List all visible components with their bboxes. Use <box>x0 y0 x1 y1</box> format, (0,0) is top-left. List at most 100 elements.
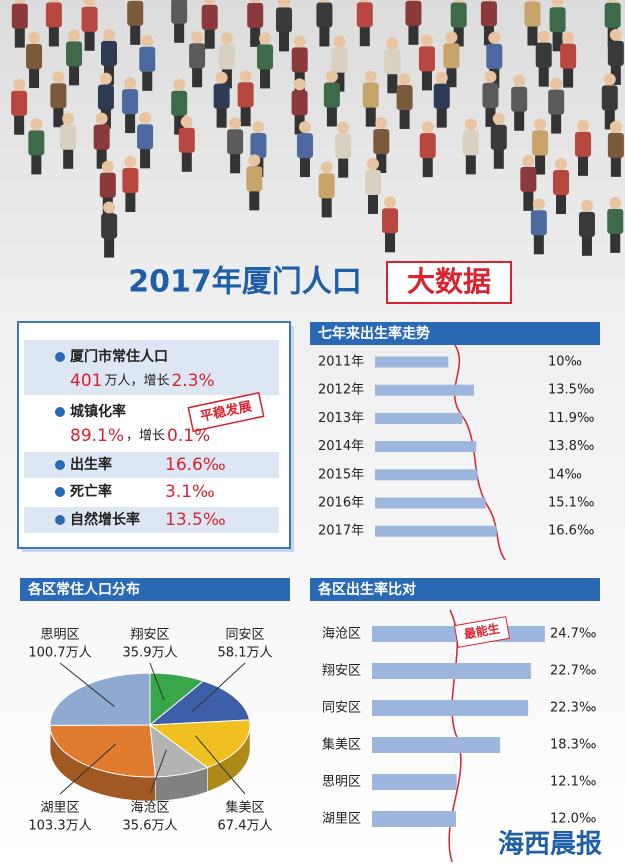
figure-head <box>248 154 261 167</box>
figure-body <box>127 0 144 26</box>
figure-head <box>492 112 505 125</box>
figure-body <box>66 41 83 67</box>
figure-legs <box>142 68 153 91</box>
figure-body <box>189 43 206 69</box>
figure-legs <box>408 22 419 45</box>
figure-legs <box>96 146 107 169</box>
slice-value: 100.7万人 <box>28 646 91 661</box>
figure-legs <box>338 155 349 178</box>
figure-head <box>278 0 290 8</box>
figure-body <box>607 40 624 66</box>
title-box <box>386 261 512 304</box>
figure-body <box>524 1 541 27</box>
figure-legs <box>279 29 290 52</box>
figure-head <box>30 118 43 131</box>
figure-body <box>511 86 528 112</box>
title-main: 2017年厦门人口 <box>128 265 362 300</box>
figure-head <box>607 0 618 3</box>
slice-label: 集美区 <box>225 800 264 816</box>
figure-head <box>398 72 411 85</box>
figure-legs <box>192 65 203 88</box>
figure-head <box>364 70 377 83</box>
figure-body <box>60 124 77 150</box>
figure-body <box>250 132 267 158</box>
figure-body <box>296 133 313 159</box>
figure-legs <box>319 24 330 47</box>
figure-head <box>562 31 575 44</box>
stat-text: ，增长 <box>126 429 165 444</box>
figure-legs <box>181 149 192 172</box>
category-label: 2017年 <box>318 524 364 539</box>
figure-body <box>373 128 390 154</box>
figure-legs <box>421 68 432 91</box>
figure-body <box>81 6 98 32</box>
figure-body <box>26 44 43 70</box>
slice-value: 35.6万人 <box>123 819 178 834</box>
bar <box>372 774 457 790</box>
bullet <box>55 407 65 417</box>
figure-head <box>453 0 464 3</box>
figure-legs <box>399 106 410 129</box>
figure-body <box>480 1 497 27</box>
figure-head <box>485 0 493 2</box>
figure-head <box>550 77 563 90</box>
title-highlight: 大数据 <box>407 265 491 298</box>
slice-label: 海沧区 <box>130 800 169 816</box>
value-label: 22.3‰ <box>550 701 596 716</box>
category-label: 2014年 <box>318 439 364 454</box>
figure-body <box>419 133 436 159</box>
figure-body <box>316 2 333 28</box>
category-label: 2015年 <box>318 467 364 482</box>
figure-head <box>603 73 616 86</box>
figure-body <box>139 46 156 72</box>
figure-body <box>405 0 422 26</box>
value-label: 12.1‰ <box>550 775 596 790</box>
figure-legs <box>63 146 74 169</box>
figure-body <box>396 84 413 110</box>
category-label: 2013年 <box>318 411 364 426</box>
pie-slice <box>148 680 251 726</box>
row-bg <box>24 507 279 533</box>
value-label: 13.5‰ <box>548 383 594 398</box>
leader-line <box>195 735 246 795</box>
figure-legs <box>385 230 396 253</box>
leader-line <box>149 662 165 701</box>
stat-text: 万人，增长 <box>104 374 169 389</box>
figure-head <box>464 118 477 131</box>
figure-legs <box>527 23 538 46</box>
value-label: 12.0‰ <box>550 812 596 827</box>
figure-head <box>99 72 112 85</box>
bar <box>375 497 486 509</box>
figure-legs <box>367 191 378 214</box>
figure-body <box>535 42 552 68</box>
value-label: 15.1‰ <box>548 496 594 511</box>
row-bg <box>24 340 279 395</box>
annotation: 最能生 <box>453 616 511 648</box>
figure-body <box>171 90 188 116</box>
figure-head <box>250 0 261 3</box>
figure-head <box>293 78 306 91</box>
bar <box>375 441 477 453</box>
figure-legs <box>446 65 457 88</box>
figure-head <box>580 199 593 212</box>
figure-head <box>366 157 379 170</box>
leader-line <box>192 662 246 712</box>
figure-legs <box>359 24 370 47</box>
figure-legs <box>299 155 310 178</box>
figure-legs <box>230 151 241 174</box>
figure-body <box>607 132 624 158</box>
figure-legs <box>465 152 476 175</box>
bar <box>372 811 456 827</box>
figure-body <box>335 133 352 159</box>
value-label: 22.7‰ <box>550 664 596 679</box>
figure-head <box>609 196 622 209</box>
section-title: 各区出生率比对 <box>317 581 416 598</box>
bullet <box>55 352 65 362</box>
figure-legs <box>174 20 185 43</box>
figure-body <box>462 130 479 156</box>
figure-legs <box>365 104 376 127</box>
figure-legs <box>14 112 25 135</box>
figure-head <box>49 0 59 3</box>
bar <box>375 469 478 481</box>
